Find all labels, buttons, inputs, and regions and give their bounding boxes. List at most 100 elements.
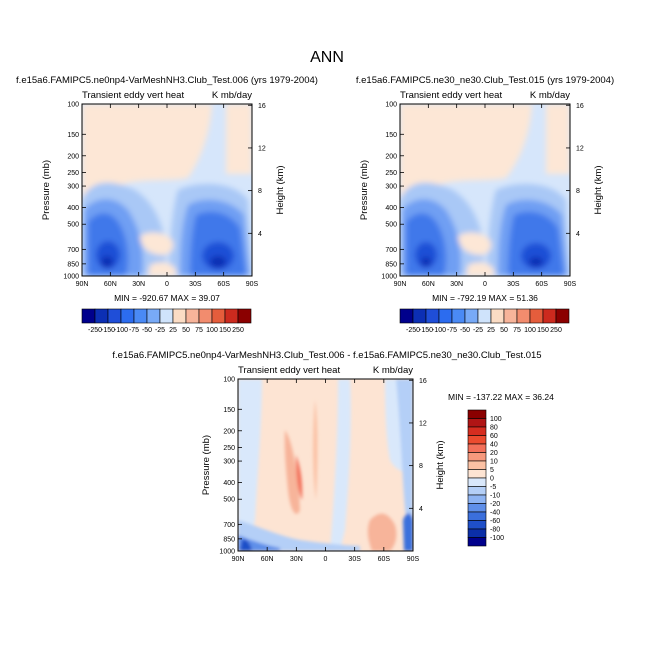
panel-a-stats: MIN = -920.67 MAX = 39.07: [114, 293, 220, 303]
colorbar-swatch: [185, 308, 200, 324]
x-tick-label: 90S: [564, 281, 577, 288]
y-tick-label: 850: [67, 261, 79, 268]
y2-tick-label: 12: [258, 145, 266, 152]
x-tick-label: 30N: [290, 556, 303, 563]
y2-tick-label: 12: [576, 145, 584, 152]
colorbar-swatch: [224, 308, 239, 324]
colorbar-swatch: [467, 443, 487, 453]
colorbar-label: 60: [490, 433, 498, 440]
colorbar-swatch: [467, 520, 487, 530]
colorbar-label: -75: [129, 327, 139, 334]
colorbar-swatch: [467, 409, 487, 419]
y-tick-label: 1000: [219, 549, 235, 556]
colorbar-label: 75: [195, 327, 203, 334]
colorbar-label: -75: [447, 327, 457, 334]
x-tick-label: 60N: [261, 556, 274, 563]
colorbar-swatch: [542, 308, 557, 324]
x-tick-label: 0: [165, 281, 169, 288]
colorbar-panel-a: -250-150-100 -75 -50 -25 25 50 75 100 150 250: [81, 308, 252, 334]
colorbar-swatch: [172, 308, 187, 324]
colorbar-label: -10: [490, 493, 500, 500]
colorbar-layer: -250-150-100 -75 -50 -25 25 50 75 100 150 250 -250…: [81, 308, 570, 547]
y-tick-label: 850: [223, 536, 235, 543]
y2-tick-label: 4: [419, 506, 423, 513]
x-tick-label: 90S: [246, 281, 259, 288]
panel-b-right-subtitle: K mb/day: [530, 90, 570, 101]
panel-c-title: f.e15a6.FAMIPC5.ne0np4-VarMeshNH3.Club_T…: [112, 350, 541, 361]
colorbar-label: 100: [206, 327, 218, 334]
colorbar-label: -60: [490, 518, 500, 525]
colorbar-swatch: [516, 308, 531, 324]
y-tick-label: 500: [223, 497, 235, 504]
x-tick-label: 90N: [394, 281, 407, 288]
y-tick-label: 700: [223, 522, 235, 529]
colorbar-swatch: [467, 469, 487, 479]
colorbar-swatch: [467, 426, 487, 436]
x-tick-label: 60N: [104, 281, 117, 288]
colorbar-label: -100: [114, 327, 128, 334]
panel-model-a: f.e15a6.FAMIPC5.ne0np4-VarMeshNH3.Club_T…: [16, 75, 318, 303]
panel-a-right-subtitle: K mb/day: [212, 90, 252, 101]
colorbar-label: -5: [490, 484, 496, 491]
y-tick-label: 150: [67, 132, 79, 139]
colorbar-swatch: [467, 494, 487, 504]
colorbar-swatch: [146, 308, 161, 324]
colorbar-swatch: [529, 308, 544, 324]
panel-b-ylabel: Pressure (mb): [359, 160, 370, 220]
colorbar-swatch: [399, 308, 414, 324]
x-tick-label: 90S: [407, 556, 420, 563]
y2-tick-label: 16: [258, 103, 266, 110]
y2-tick-label: 8: [258, 188, 262, 195]
y-tick-label: 100: [223, 377, 235, 384]
panel-b-y2label: Height (km): [593, 165, 604, 214]
y-tick-label: 300: [67, 184, 79, 191]
colorbar-swatch: [467, 486, 487, 496]
colorbar-swatch: [467, 511, 487, 521]
colorbar-swatch: [467, 435, 487, 445]
x-tick-label: 60N: [422, 281, 435, 288]
colorbar-swatch: [81, 308, 96, 324]
colorbar-label: 40: [490, 442, 498, 449]
y-tick-label: 150: [385, 132, 397, 139]
y2-tick-label: 8: [419, 463, 423, 470]
y-tick-label: 250: [385, 170, 397, 177]
panel-c-right-subtitle: K mb/day: [373, 365, 413, 376]
figure-title: ANN: [310, 49, 344, 66]
colorbar-swatch: [464, 308, 479, 324]
y-tick-label: 400: [223, 480, 235, 487]
colorbar-swatch: [159, 308, 174, 324]
y2-tick-label: 16: [576, 103, 584, 110]
y-tick-label: 500: [67, 222, 79, 229]
colorbar-swatch: [467, 452, 487, 462]
colorbar-label: 10: [490, 459, 498, 466]
colorbar-label: 80: [490, 425, 498, 432]
colorbar-label: 100: [490, 416, 502, 423]
y-tick-label: 700: [67, 247, 79, 254]
colorbar-label: 25: [487, 327, 495, 334]
colorbar-swatch: [438, 308, 453, 324]
y-tick-label: 850: [385, 261, 397, 268]
colorbar-swatch: [467, 537, 487, 547]
x-tick-label: 30S: [507, 281, 520, 288]
colorbar-label: -50: [460, 327, 470, 334]
y2-tick-label: 8: [576, 188, 580, 195]
colorbar-swatch: [467, 460, 487, 470]
y-tick-label: 1000: [63, 274, 79, 281]
y-tick-label: 1000: [381, 274, 397, 281]
panel-c-left-subtitle: Transient eddy vert heat: [238, 365, 340, 376]
colorbar-swatch: [503, 308, 518, 324]
colorbar-label: 250: [232, 327, 244, 334]
y-tick-label: 300: [223, 459, 235, 466]
y2-tick-label: 4: [576, 231, 580, 238]
y-tick-label: 400: [67, 205, 79, 212]
x-tick-label: 30N: [132, 281, 145, 288]
colorbar-label: 250: [550, 327, 562, 334]
colorbar-label: -25: [155, 327, 165, 334]
colorbar-label: -100: [490, 535, 504, 542]
y2-tick-label: 12: [419, 420, 427, 427]
x-tick-label: 60S: [378, 556, 391, 563]
panel-c-ylabel: Pressure (mb): [201, 435, 212, 495]
colorbar-swatch: [467, 503, 487, 513]
